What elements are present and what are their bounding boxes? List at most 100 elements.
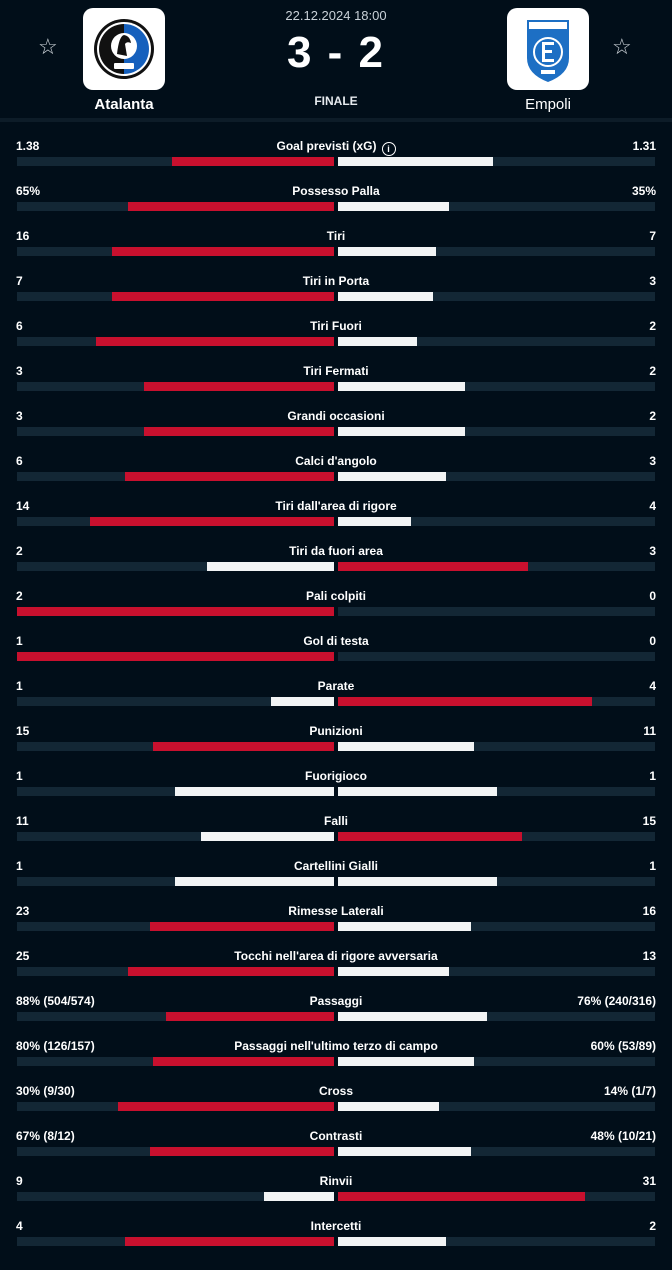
- stat-away-track: [338, 607, 655, 616]
- stat-row: 1.38 Goal previsti (xG) i 1.31: [0, 131, 672, 176]
- stat-home-value: 6: [16, 319, 23, 333]
- stat-row: 9 Rinvii 31: [0, 1166, 672, 1211]
- stat-label-text: Falli: [323, 814, 348, 828]
- stat-label-text: Gol di testa: [303, 634, 369, 648]
- stat-row: 1 Fuorigioco 1: [0, 761, 672, 806]
- stat-label-text: Tocchi nell'area di rigore avversaria: [234, 949, 438, 963]
- stat-away-bar: [338, 877, 497, 886]
- stat-away-track: [338, 697, 655, 706]
- stat-label: Cartellini Gialli: [0, 859, 672, 873]
- stat-home-track: [17, 1147, 334, 1156]
- stat-away-track: [338, 787, 655, 796]
- stat-label: Grandi occasioni: [0, 409, 672, 423]
- atalanta-crest-icon[interactable]: [83, 8, 165, 90]
- stat-label-text: Cartellini Gialli: [293, 859, 379, 873]
- stat-row: 6 Calci d'angolo 3: [0, 446, 672, 491]
- stat-away-value: 76% (240/316): [577, 994, 656, 1008]
- stat-home-value: 6: [16, 454, 23, 468]
- stat-label-text: Tiri da fuori area: [289, 544, 383, 558]
- info-icon[interactable]: i: [381, 142, 396, 156]
- stat-home-value: 30% (9/30): [16, 1084, 75, 1098]
- stat-away-bar: [338, 1147, 471, 1156]
- match-datetime: 22.12.2024 18:00: [285, 8, 387, 23]
- stat-away-track: [338, 1102, 655, 1111]
- stat-home-track: [17, 922, 334, 931]
- away-team-name[interactable]: Empoli: [525, 96, 571, 113]
- stat-label: Tocchi nell'area di rigore avversaria: [0, 949, 672, 963]
- stat-home-bar: [118, 1102, 334, 1111]
- stat-label-text: Contrasti: [309, 1129, 363, 1143]
- stat-away-bar: [338, 202, 449, 211]
- stat-label-text: Cross: [318, 1084, 353, 1098]
- stat-away-bar: [338, 922, 471, 931]
- stat-home-track: [17, 517, 334, 526]
- stat-home-track: [17, 832, 334, 841]
- stat-label-text: Tiri: [326, 229, 346, 243]
- stat-home-bar: [17, 607, 334, 616]
- stat-home-value: 3: [16, 409, 23, 423]
- stat-away-bar: [338, 697, 592, 706]
- stat-away-track: [338, 427, 655, 436]
- stat-row: 2 Tiri da fuori area 3: [0, 536, 672, 581]
- stat-home-value: 1: [16, 859, 23, 873]
- empoli-crest-icon[interactable]: [507, 8, 589, 90]
- stat-away-track: [338, 742, 655, 751]
- stat-home-bar: [166, 1012, 334, 1021]
- stat-away-value: 0: [649, 589, 656, 603]
- stat-away-track: [338, 1192, 655, 1201]
- stat-home-track: [17, 877, 334, 886]
- stat-away-value: 35%: [631, 184, 656, 198]
- stat-home-value: 80% (126/157): [16, 1039, 95, 1053]
- stat-home-value: 4: [16, 1219, 23, 1233]
- stat-away-value: 1.31: [632, 139, 656, 153]
- stat-home-value: 25: [16, 949, 30, 963]
- stat-label-text: Passaggi: [309, 994, 363, 1008]
- stat-label-text: Tiri Fuori: [310, 319, 362, 333]
- stat-label: Rinvii: [0, 1174, 672, 1188]
- stat-label-text: Rimesse Laterali: [288, 904, 384, 918]
- stat-home-bar: [144, 382, 334, 391]
- stat-home-bar: [17, 652, 334, 661]
- stat-label: Tiri in Porta: [0, 274, 672, 288]
- stat-home-track: [17, 157, 334, 166]
- stat-row: 1 Gol di testa 0: [0, 626, 672, 671]
- stat-away-value: 14% (1/7): [603, 1084, 656, 1098]
- favorite-home-star-icon[interactable]: ☆: [38, 34, 58, 59]
- stat-row: 25 Tocchi nell'area di rigore avversaria 1…: [0, 941, 672, 986]
- stat-home-track: [17, 247, 334, 256]
- stat-label-text: Goal previsti (xG): [276, 139, 377, 153]
- home-team-name[interactable]: Atalanta: [94, 96, 154, 113]
- stat-away-bar: [338, 832, 522, 841]
- stat-away-track: [338, 517, 655, 526]
- stat-row: 16 Tiri 7: [0, 221, 672, 266]
- favorite-away-star-icon[interactable]: ☆: [612, 34, 632, 59]
- stat-away-track: [338, 382, 655, 391]
- stat-label: Parate: [0, 679, 672, 693]
- stat-home-bar: [112, 247, 334, 256]
- stat-row: 7 Tiri in Porta 3: [0, 266, 672, 311]
- stat-home-value: 2: [16, 544, 23, 558]
- stat-label-text: Passaggi nell'ultimo terzo di campo: [234, 1039, 438, 1053]
- stat-away-track: [338, 1012, 655, 1021]
- stat-away-value: 2: [649, 409, 656, 423]
- stat-row: 30% (9/30) Cross 14% (1/7): [0, 1076, 672, 1121]
- stat-away-value: 7: [649, 229, 656, 243]
- stat-away-value: 13: [642, 949, 656, 963]
- stat-label: Possesso Palla: [0, 184, 672, 198]
- stat-home-value: 67% (8/12): [16, 1129, 75, 1143]
- stat-away-value: 48% (10/21): [590, 1129, 656, 1143]
- stat-away-bar: [338, 742, 474, 751]
- stat-label-text: Tiri Fermati: [303, 364, 369, 378]
- stat-home-track: [17, 1057, 334, 1066]
- stat-home-value: 9: [16, 1174, 23, 1188]
- stat-home-bar: [128, 967, 334, 976]
- stat-label: Contrasti: [0, 1129, 672, 1143]
- stat-away-track: [338, 247, 655, 256]
- stat-away-track: [338, 1057, 655, 1066]
- stat-away-track: [338, 157, 655, 166]
- stat-label: Intercetti: [0, 1219, 672, 1233]
- stat-away-track: [338, 832, 655, 841]
- stat-home-bar: [175, 787, 334, 796]
- stat-home-track: [17, 1192, 334, 1201]
- stat-away-track: [338, 652, 655, 661]
